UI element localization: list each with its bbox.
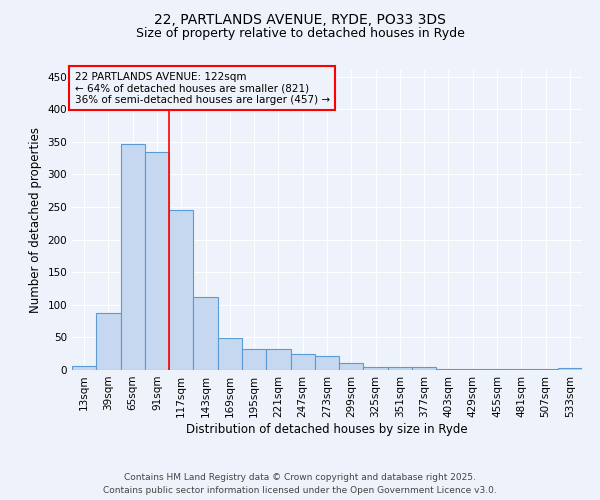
- Bar: [290, 354, 315, 370]
- Text: 22, PARTLANDS AVENUE, RYDE, PO33 3DS: 22, PARTLANDS AVENUE, RYDE, PO33 3DS: [154, 12, 446, 26]
- Bar: [169, 210, 193, 370]
- Y-axis label: Number of detached properties: Number of detached properties: [29, 127, 42, 313]
- Bar: [388, 366, 412, 370]
- Bar: [242, 349, 266, 370]
- X-axis label: Distribution of detached houses by size in Ryde: Distribution of detached houses by size …: [186, 422, 468, 436]
- Bar: [412, 368, 436, 370]
- Bar: [436, 368, 461, 370]
- Bar: [145, 152, 169, 370]
- Bar: [364, 366, 388, 370]
- Bar: [315, 356, 339, 370]
- Text: 22 PARTLANDS AVENUE: 122sqm
← 64% of detached houses are smaller (821)
36% of se: 22 PARTLANDS AVENUE: 122sqm ← 64% of det…: [74, 72, 329, 104]
- Bar: [218, 338, 242, 370]
- Bar: [266, 349, 290, 370]
- Bar: [121, 144, 145, 370]
- Text: Contains HM Land Registry data © Crown copyright and database right 2025.
Contai: Contains HM Land Registry data © Crown c…: [103, 474, 497, 495]
- Bar: [72, 366, 96, 370]
- Bar: [485, 368, 509, 370]
- Text: Size of property relative to detached houses in Ryde: Size of property relative to detached ho…: [136, 28, 464, 40]
- Bar: [339, 364, 364, 370]
- Bar: [558, 368, 582, 370]
- Bar: [193, 297, 218, 370]
- Bar: [96, 312, 121, 370]
